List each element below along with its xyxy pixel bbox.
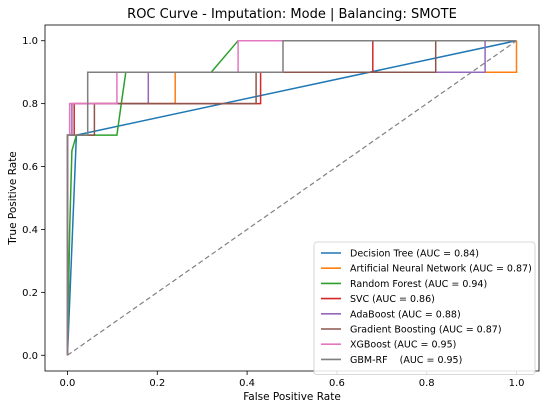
plot-area (66, 39, 518, 356)
x-tick-label: 0.8 (419, 378, 435, 389)
legend-label-decision-tree: Decision Tree (AUC = 0.84) (350, 249, 479, 260)
x-tick-label: 0.4 (239, 378, 255, 389)
legend-label-svc: SVC (AUC = 0.86) (350, 294, 435, 305)
x-axis-label: False Positive Rate (243, 391, 341, 403)
series-line-gbm-rf (66, 39, 517, 356)
y-tick-label: 0.4 (22, 225, 38, 236)
y-tick-label: 0.8 (22, 99, 38, 110)
x-tick-label: 1.0 (509, 378, 525, 389)
chart-title: ROC Curve - Imputation: Mode | Balancing… (127, 7, 457, 22)
y-tick-label: 0.0 (22, 351, 38, 362)
legend-label-adaboost: AdaBoost (AUC = 0.88) (350, 309, 461, 320)
legend-label-artificial-neural-network: Artificial Neural Network (AUC = 0.87) (350, 264, 532, 275)
x-tick-label: 0.2 (149, 378, 165, 389)
legend-label-random-forest: Random Forest (AUC = 0.94) (350, 279, 487, 290)
y-axis-ticks: 0.0 0.2 0.4 0.6 0.8 1.0 (22, 36, 45, 362)
legend-label-gradient-boosting: Gradient Boosting (AUC = 0.87) (350, 325, 502, 336)
legend-label-xgboost: XGBoost (AUC = 0.95) (350, 340, 456, 351)
legend-box (313, 241, 536, 376)
chance-line (67, 40, 517, 356)
y-tick-label: 0.2 (22, 288, 38, 299)
plot-frame (44, 24, 540, 372)
series-line-random-forest (66, 39, 517, 356)
x-axis-ticks: 0.0 0.2 0.4 0.6 0.8 1.0 (60, 371, 525, 389)
y-tick-label: 1.0 (22, 36, 38, 47)
legend-label-gbm-rf: GBM-RF (AUC = 0.95) (350, 355, 462, 366)
x-tick-label: 0.0 (60, 378, 76, 389)
legend: Decision Tree (AUC = 0.84) Artificial Neu… (313, 241, 536, 376)
y-tick-label: 0.6 (22, 162, 38, 173)
x-tick-label: 0.6 (329, 378, 345, 389)
y-axis-label: True Positive Rate (7, 151, 19, 246)
